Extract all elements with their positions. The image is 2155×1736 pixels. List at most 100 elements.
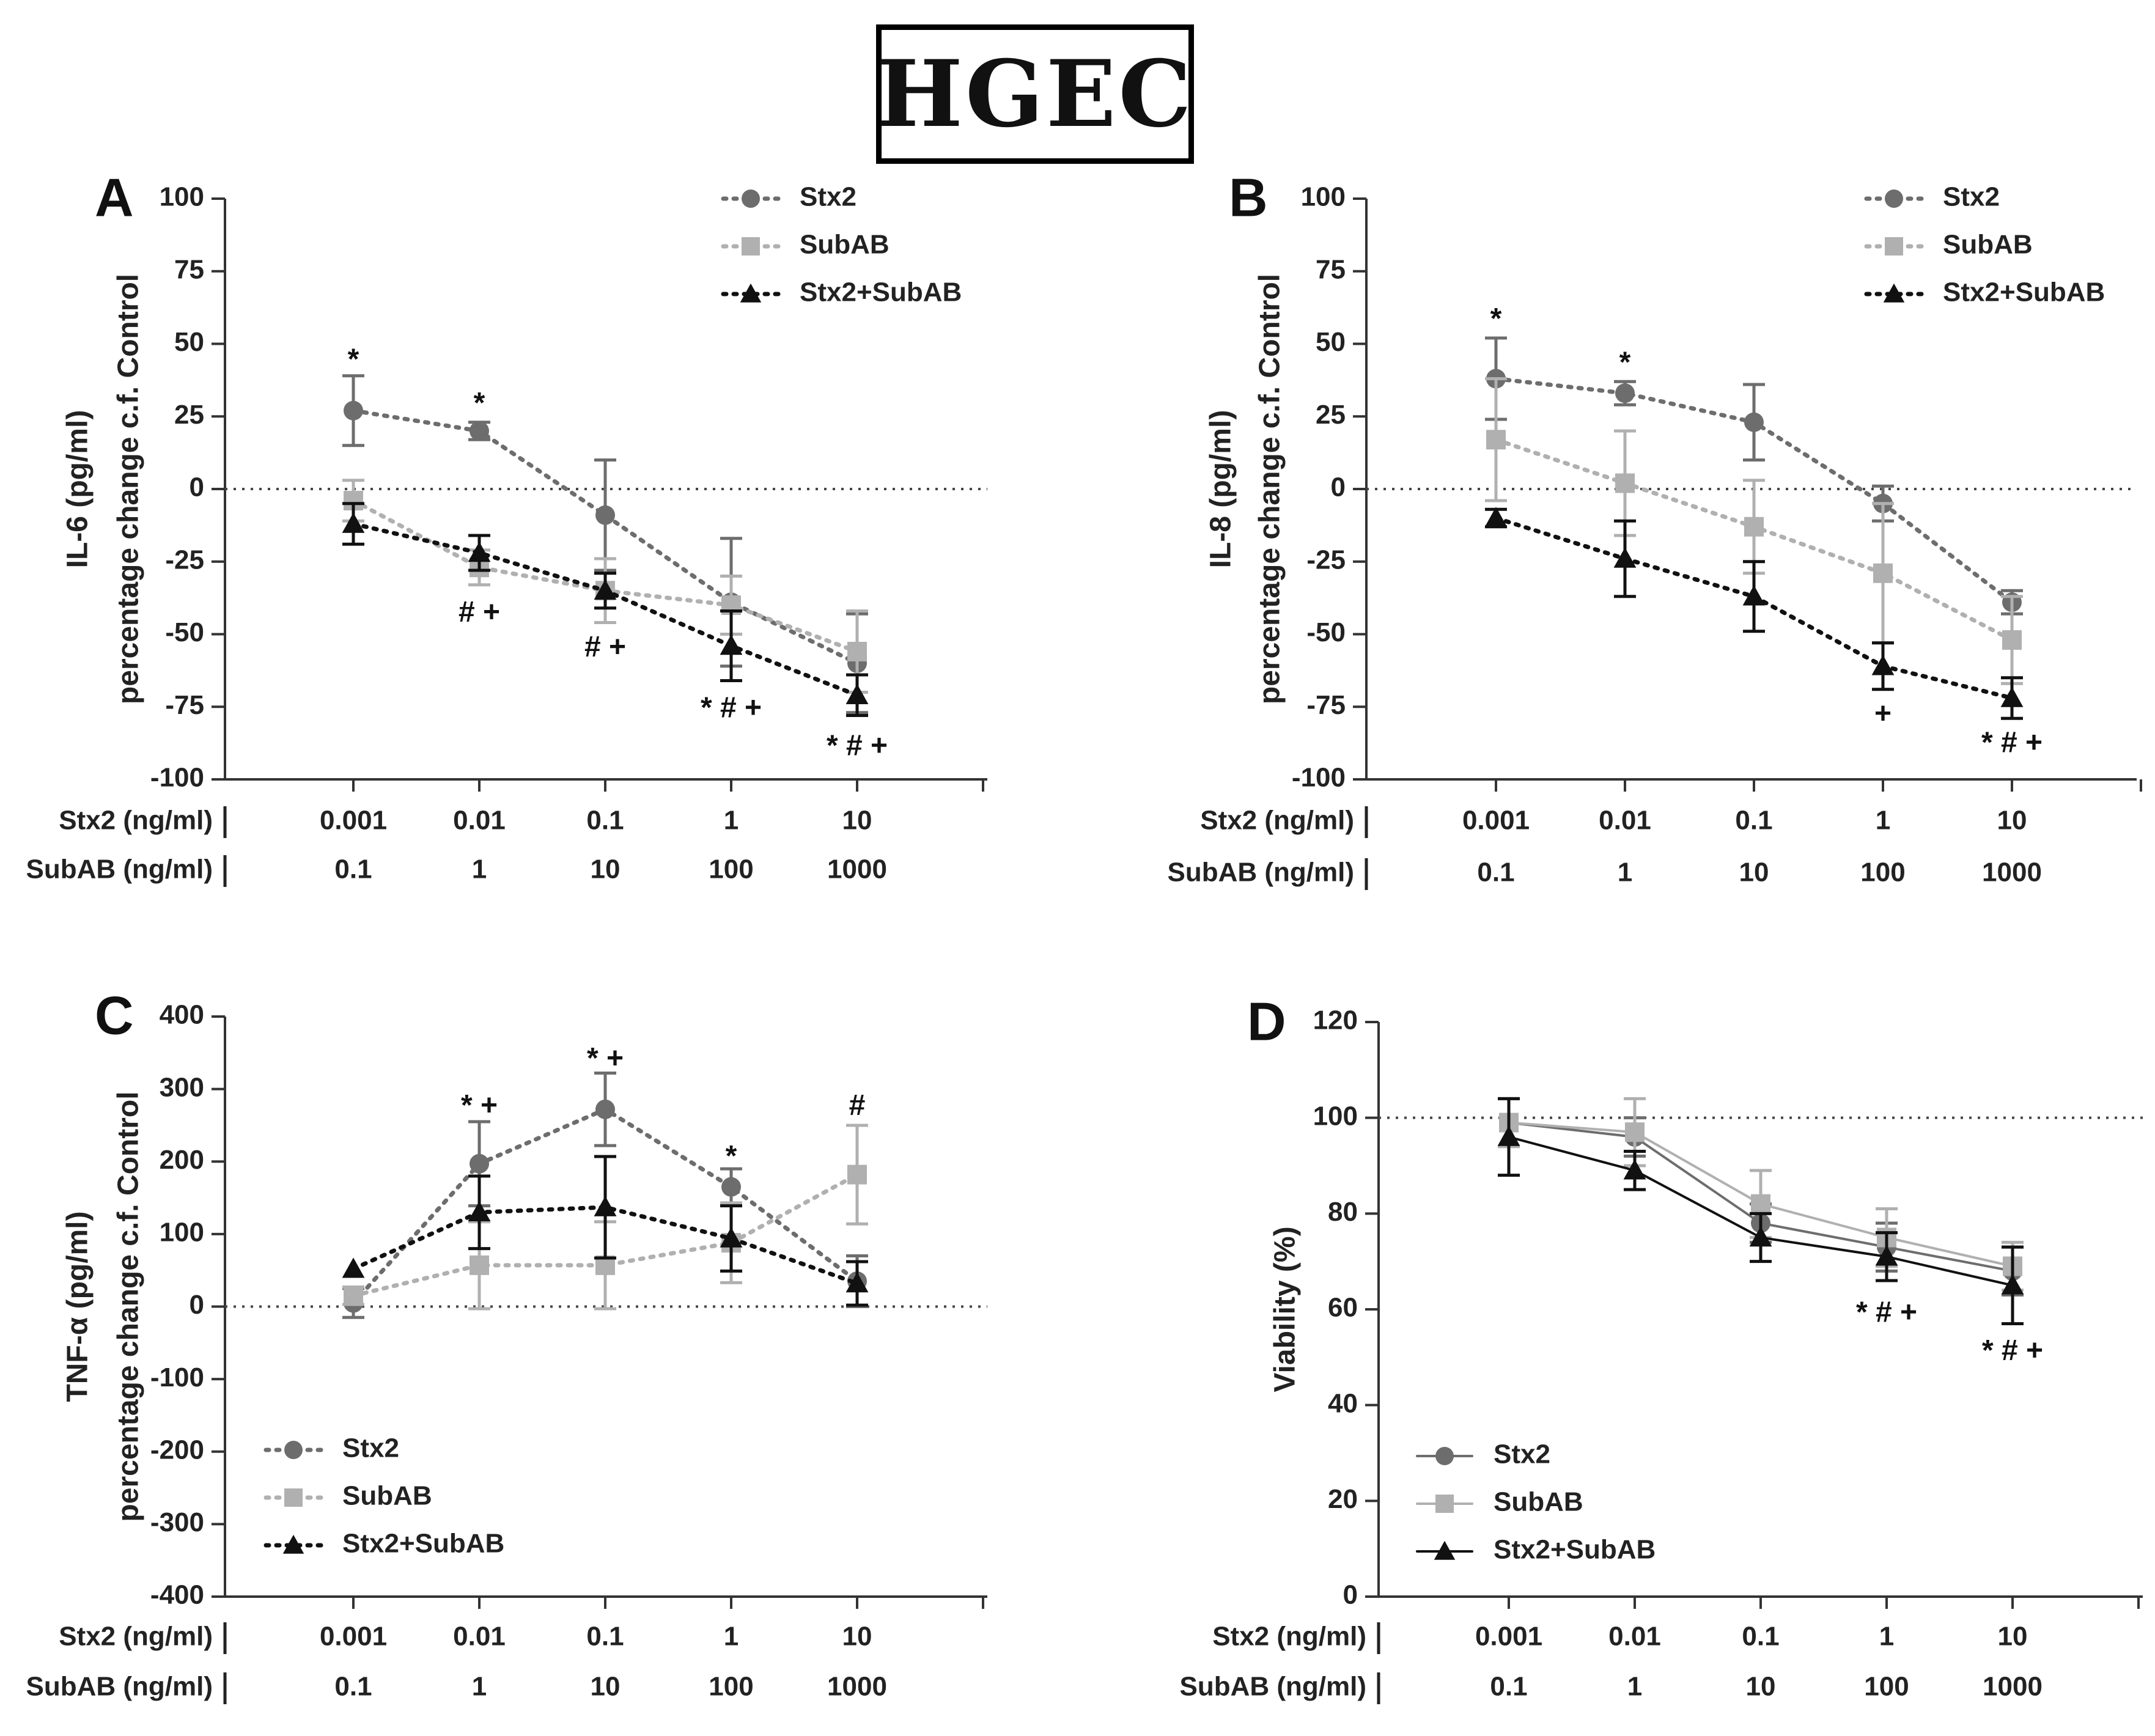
legend-marker-c-circle (284, 1441, 303, 1459)
legend-label-c: Stx2+SubAB (342, 1529, 504, 1559)
x-tick-label-d: 10 (1998, 1622, 2028, 1652)
y-axis-label-b: IL-8 (pg/ml) (1205, 410, 1237, 568)
x-tick-label-c: 0.1 (334, 1672, 372, 1702)
x-tick-label-a: 1 (472, 855, 487, 885)
significance-annotation-a: # + (459, 596, 500, 628)
y-tick-label-a: 0 (190, 473, 204, 502)
data-point-c-square (847, 1164, 867, 1185)
panel-label-b: B (1229, 167, 1268, 227)
y-tick-label-c: 300 (160, 1072, 204, 1102)
legend-marker-d-triangle (1434, 1540, 1456, 1560)
y-tick-label-b: -75 (1306, 690, 1346, 720)
significance-annotation-a: * (348, 344, 359, 376)
x-tick-label-b: 0.01 (1599, 806, 1651, 836)
y-tick-label-c: -200 (150, 1435, 204, 1465)
x-tick-label-a: 0.001 (320, 806, 387, 836)
significance-annotation-b: + (1874, 697, 1892, 730)
y-tick-label-c: 0 (190, 1290, 204, 1320)
y-tick-label-b: -50 (1306, 617, 1346, 647)
y-axis-label-b: percentage change c.f. Control (1254, 274, 1286, 704)
x-tick-label-d: 0.1 (1742, 1622, 1779, 1652)
data-point-c-square (470, 1255, 489, 1275)
y-tick-label-d: 100 (1313, 1101, 1358, 1131)
data-point-a-square (847, 642, 867, 661)
x-tick-label-b: 10 (1739, 858, 1769, 888)
significance-annotation-b: * (1490, 303, 1502, 335)
y-tick-label-b: 75 (1316, 254, 1346, 284)
data-point-d-triangle (1623, 1159, 1646, 1180)
data-point-b-square (1486, 430, 1506, 450)
y-axis-label-c: percentage change c.f. Control (112, 1091, 145, 1521)
legend-label-a: SubAB (800, 230, 890, 260)
data-point-d-triangle (2001, 1274, 2024, 1295)
data-point-d-triangle (1875, 1245, 1898, 1266)
legend-marker-a-square (742, 237, 760, 256)
data-point-d-triangle (1497, 1125, 1520, 1146)
legend-marker-c-square (284, 1488, 303, 1507)
data-point-a-triangle (594, 579, 617, 600)
y-tick-label-b: 50 (1316, 327, 1346, 357)
x-tick-label-a: 0.01 (453, 806, 506, 836)
y-tick-label-c: 400 (160, 1000, 204, 1030)
data-point-c-circle (721, 1177, 741, 1197)
x-tick-label-d: 1000 (1983, 1672, 2043, 1702)
x-tick-label-c: 0.001 (320, 1622, 387, 1652)
data-point-a-triangle (468, 542, 491, 562)
series-line-c-subab (351, 1172, 860, 1298)
x-tick-label-b: 1 (1618, 858, 1632, 888)
x-row-label-a: SubAB (ng/ml) (26, 855, 213, 885)
x-tick-label-c: 1000 (827, 1672, 887, 1702)
legend-marker-d-square (1435, 1495, 1454, 1513)
data-point-d-square (1625, 1122, 1645, 1142)
legend-label-d: SubAB (1494, 1487, 1583, 1517)
x-tick-label-b: 1 (1876, 806, 1890, 836)
significance-annotation-a: * (474, 387, 485, 419)
data-point-a-circle (595, 505, 615, 525)
x-row-label-d: Stx2 (ng/ml) (1212, 1622, 1366, 1652)
y-tick-label-a: 50 (174, 327, 204, 357)
x-tick-label-b: 0.1 (1477, 858, 1514, 888)
significance-annotation-d: * # + (1982, 1334, 2043, 1367)
y-tick-label-a: -75 (165, 690, 204, 720)
y-tick-label-b: 25 (1316, 400, 1346, 430)
y-tick-label-d: 120 (1313, 1006, 1358, 1035)
x-tick-label-a: 0.1 (586, 806, 624, 836)
panel-label-d: D (1247, 991, 1286, 1051)
significance-annotation-b: * (1619, 346, 1631, 378)
data-point-a-triangle (342, 512, 365, 533)
x-tick-label-d: 0.1 (1490, 1672, 1527, 1702)
y-tick-label-d: 0 (1343, 1580, 1358, 1610)
x-tick-label-c: 0.1 (586, 1622, 624, 1652)
data-point-c-circle (470, 1153, 489, 1174)
x-tick-label-b: 0.1 (1735, 806, 1772, 836)
y-tick-label-b: -25 (1306, 545, 1346, 575)
significance-annotation-a: * # + (701, 692, 762, 724)
data-point-c-triangle (468, 1201, 491, 1222)
x-row-label-c: SubAB (ng/ml) (26, 1672, 213, 1702)
data-point-b-triangle (1742, 585, 1766, 606)
data-point-b-square (1744, 517, 1764, 537)
y-tick-label-c: -100 (150, 1363, 204, 1392)
y-tick-label-a: -50 (165, 617, 204, 647)
x-tick-label-a: 1 (724, 806, 739, 836)
data-point-c-triangle (845, 1272, 869, 1293)
x-tick-label-c: 10 (591, 1672, 621, 1702)
y-tick-label-a: -100 (150, 763, 204, 793)
significance-annotation-c: # (849, 1089, 866, 1122)
x-tick-label-a: 0.1 (334, 855, 372, 885)
significance-annotation-c: * (726, 1140, 737, 1172)
data-point-c-triangle (720, 1227, 743, 1248)
x-row-label-d: SubAB (ng/ml) (1179, 1672, 1366, 1702)
y-tick-label-a: 25 (174, 400, 204, 430)
x-tick-label-d: 1 (1879, 1622, 1894, 1652)
y-axis-label-c: TNF-α (pg/ml) (62, 1211, 94, 1402)
legend-marker-c-triangle (282, 1534, 304, 1554)
y-tick-label-c: -400 (150, 1580, 204, 1610)
x-row-label-b: SubAB (ng/ml) (1167, 858, 1354, 888)
legend-marker-d-circle (1435, 1447, 1454, 1465)
figure-title: HGEC (876, 24, 1194, 164)
significance-annotation-a: # + (584, 631, 626, 663)
legend-label-a: Stx2 (800, 182, 856, 212)
legend-label-a: Stx2+SubAB (800, 278, 962, 307)
